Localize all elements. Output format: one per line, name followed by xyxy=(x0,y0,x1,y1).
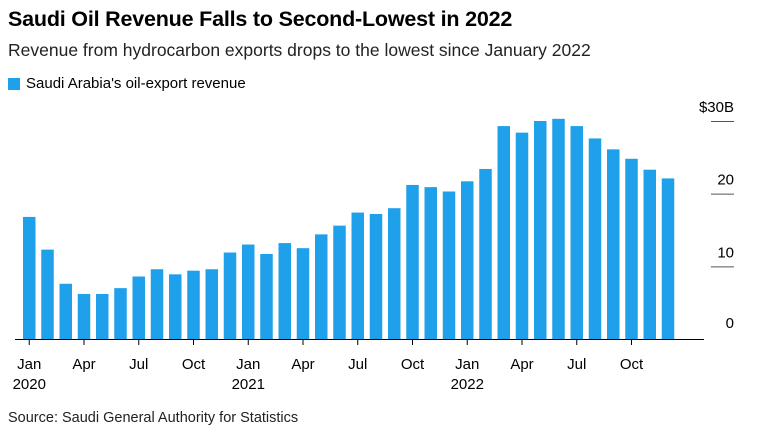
bar-2021-03 xyxy=(278,243,291,339)
x-tick-label-2022-01: Jan xyxy=(455,356,479,373)
bar-2021-06 xyxy=(333,225,346,339)
bar-2021-04 xyxy=(296,248,310,339)
chart-title: Saudi Oil Revenue Falls to Second-Lowest… xyxy=(8,7,513,31)
bar-2020-12 xyxy=(223,252,237,339)
bar-2021-02 xyxy=(260,253,273,339)
x-year-label-2020: 2020 xyxy=(13,376,46,393)
legend-label: Saudi Arabia's oil-export revenue xyxy=(26,75,246,92)
y-tick-label-20: 20 xyxy=(717,172,734,189)
x-tick-label-2020-01: Jan xyxy=(17,356,41,373)
bar-2020-08 xyxy=(150,269,164,339)
x-tick-label-2021-10: Oct xyxy=(401,356,425,373)
bar-2021-10 xyxy=(406,184,419,339)
bar-2022-05 xyxy=(534,121,547,339)
x-tick-label-2021-04: Apr xyxy=(291,356,314,373)
bar-2020-05 xyxy=(96,293,109,339)
bar-2022-07 xyxy=(570,126,583,339)
bar-2020-02 xyxy=(41,249,54,339)
x-tick-label-2021-01: Jan xyxy=(236,356,260,373)
bar-2021-01 xyxy=(242,244,255,339)
bar-2021-09 xyxy=(388,208,401,339)
bar-2022-11 xyxy=(643,169,656,339)
bar-2021-08 xyxy=(369,214,383,339)
bar-2020-06 xyxy=(114,288,127,339)
bar-2022-04 xyxy=(515,132,529,339)
bar-2022-08 xyxy=(588,138,602,339)
bar-2022-01 xyxy=(461,181,474,339)
source-note: Source: Saudi General Authority for Stat… xyxy=(8,410,299,426)
y-tick-label-0: 0 xyxy=(726,315,734,332)
bar-2020-01 xyxy=(23,216,36,339)
x-tick-label-2020-07: Jul xyxy=(129,356,148,373)
bar-2020-04 xyxy=(77,293,91,339)
x-tick-label-2020-10: Oct xyxy=(182,356,206,373)
bar-2022-03 xyxy=(497,126,510,339)
x-tick-label-2021-07: Jul xyxy=(348,356,367,373)
bar-2022-09 xyxy=(607,149,620,339)
bar-2022-12 xyxy=(661,178,675,339)
y-tick-label-30: $30B xyxy=(699,99,734,116)
x-tick-label-2020-04: Apr xyxy=(72,356,95,373)
bar-2021-07 xyxy=(351,212,364,339)
bar-2022-02 xyxy=(479,168,492,339)
bar-2021-11 xyxy=(424,187,437,339)
x-tick-label-2022-07: Jul xyxy=(567,356,586,373)
bar-2020-09 xyxy=(169,274,182,339)
bar-2020-11 xyxy=(205,269,218,339)
y-tick-label-10: 10 xyxy=(717,244,734,261)
bar-2022-06 xyxy=(552,118,565,339)
bar-2020-10 xyxy=(187,270,200,339)
x-year-label-2021: 2021 xyxy=(232,376,265,393)
bar-2022-10 xyxy=(625,158,638,339)
bar-2020-07 xyxy=(132,276,145,339)
chart-subtitle: Revenue from hydrocarbon exports drops t… xyxy=(8,40,591,60)
x-tick-label-2022-10: Oct xyxy=(620,356,644,373)
bar-2021-05 xyxy=(315,234,328,339)
legend: Saudi Arabia's oil-export revenue xyxy=(8,75,246,92)
legend-swatch xyxy=(8,77,20,90)
x-tick-label-2022-04: Apr xyxy=(510,356,533,373)
bar-2021-12 xyxy=(442,191,456,339)
x-year-label-2022: 2022 xyxy=(451,376,484,393)
bar-2020-03 xyxy=(59,283,72,339)
